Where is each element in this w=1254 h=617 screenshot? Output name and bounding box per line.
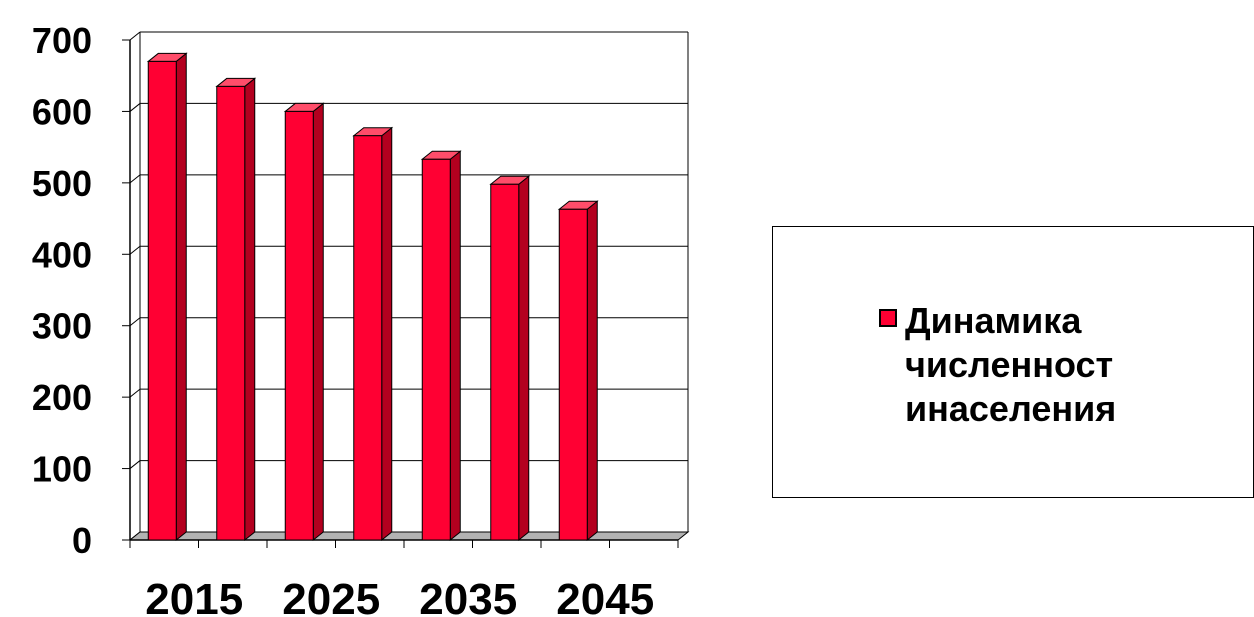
gridline-wall [129,460,141,469]
y-tick-label: 0 [72,520,92,561]
bar-front [216,85,246,541]
bar-side [381,126,393,542]
legend-entry: Динамика численност инаселения [879,299,1175,431]
gridline-wall [129,317,141,327]
bar [420,150,462,542]
x-tick-label: 2025 [282,575,380,617]
bar-side [312,102,324,542]
y-tick-label: 300 [32,306,92,347]
axes [122,39,690,548]
chart-floor [128,531,690,541]
y-tick-label: 200 [32,377,92,418]
gridline-wall [129,245,141,255]
bar-front [147,60,177,541]
y-tick-label: 500 [32,163,92,204]
gridlines [129,31,689,541]
bar-side [244,77,256,542]
gridline-wall [129,31,141,41]
bar-front [353,135,383,541]
legend-label: Динамика численност инаселения [905,300,1117,429]
x-tick-label: 2015 [145,575,243,617]
legend-swatch [879,309,897,327]
bar [215,77,257,542]
bar-front [284,110,314,541]
y-tick-label: 600 [32,91,92,132]
bar-front [421,158,451,541]
bar [557,200,599,542]
bar-side [175,52,187,542]
bar [283,102,325,542]
bar-side [518,175,530,542]
bar-front [558,208,588,541]
x-tick-label: 2035 [419,575,517,617]
y-tick-label: 700 [32,20,92,61]
gridline-wall [129,174,141,184]
bar [146,52,188,542]
x-tick-label: 2045 [556,575,654,617]
gridline-wall [129,388,141,398]
gridline-wall [129,103,141,112]
legend: Динамика численност инаселения [772,226,1254,498]
tick-labels: 0 100 200 300 400 500 600 700 2015 2025 2035 2045 [32,20,654,617]
y-tick-label: 400 [32,234,92,275]
bar-front [490,183,520,541]
bar [489,175,531,542]
bar [352,126,394,542]
bars [146,52,599,542]
bar-side [449,150,461,542]
bar-side [586,200,598,542]
y-tick-label: 100 [32,449,92,490]
